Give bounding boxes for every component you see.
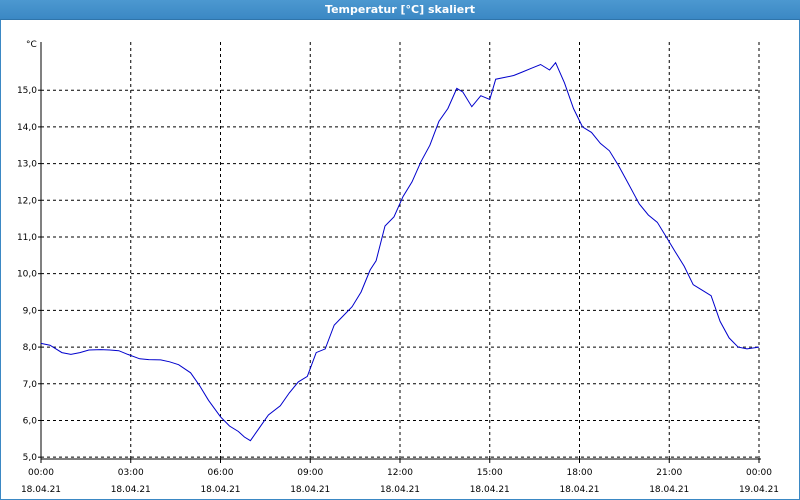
y-tick-label: 7,0 xyxy=(23,380,38,390)
temperature-chart: °C 5,0 6,0 7,0 8,0 9,0 10,0 11,0 12,0 13,0 14,0 15,… xyxy=(17,40,779,495)
y-tick-label: 11,0 xyxy=(17,233,37,243)
x-tick-date-label: 18.04.21 xyxy=(559,485,599,495)
x-tick-time-label: 12:00 xyxy=(387,468,413,478)
x-tick-date-label: 18.04.21 xyxy=(290,485,330,495)
x-axis: 00:00 18.04.21 03:00 18.04.21 06:00 18.04.21 0… xyxy=(21,458,779,495)
y-tick-label: 9,0 xyxy=(23,306,38,316)
y-tick-label: 14,0 xyxy=(17,123,37,133)
x-tick-time-label: 00:00 xyxy=(746,468,772,478)
x-tick-date-label: 18.04.21 xyxy=(470,485,510,495)
x-tick-date-label: 18.04.21 xyxy=(380,485,420,495)
y-tick-label: 6,0 xyxy=(23,416,38,426)
x-tick-date-label: 18.04.21 xyxy=(649,485,689,495)
x-tick-time-label: 18:00 xyxy=(567,468,593,478)
x-tick-time-label: 00:00 xyxy=(28,468,54,478)
y-tick-label: 5,0 xyxy=(23,453,38,463)
y-unit-label: °C xyxy=(26,40,37,50)
temperature-series-line xyxy=(40,61,760,442)
y-tick-label: 13,0 xyxy=(17,160,37,170)
y-tick-label: 12,0 xyxy=(17,196,37,206)
x-tick-time-label: 03:00 xyxy=(118,468,144,478)
y-axis: °C 5,0 6,0 7,0 8,0 9,0 10,0 11,0 12,0 13,0 14,0 15,… xyxy=(17,40,42,463)
x-tick-date-label: 18.04.21 xyxy=(200,485,240,495)
y-tick-label: 8,0 xyxy=(23,343,38,353)
x-tick-date-label: 18.04.21 xyxy=(21,485,61,495)
series-layer xyxy=(40,61,760,442)
x-tick-time-label: 15:00 xyxy=(477,468,503,478)
x-tick-date-label: 18.04.21 xyxy=(111,485,151,495)
x-tick-time-label: 06:00 xyxy=(208,468,234,478)
grid xyxy=(41,42,760,459)
y-tick-label: 15,0 xyxy=(17,86,37,96)
window-title: Temperatur [°C] skaliert xyxy=(0,0,800,20)
x-tick-time-label: 09:00 xyxy=(297,468,323,478)
x-tick-time-label: 21:00 xyxy=(656,468,682,478)
y-tick-label: 10,0 xyxy=(17,270,37,280)
x-tick-date-label: 19.04.21 xyxy=(739,485,779,495)
chart-frame: °C 5,0 6,0 7,0 8,0 9,0 10,0 11,0 12,0 13,0 14,0 15,… xyxy=(0,20,800,500)
